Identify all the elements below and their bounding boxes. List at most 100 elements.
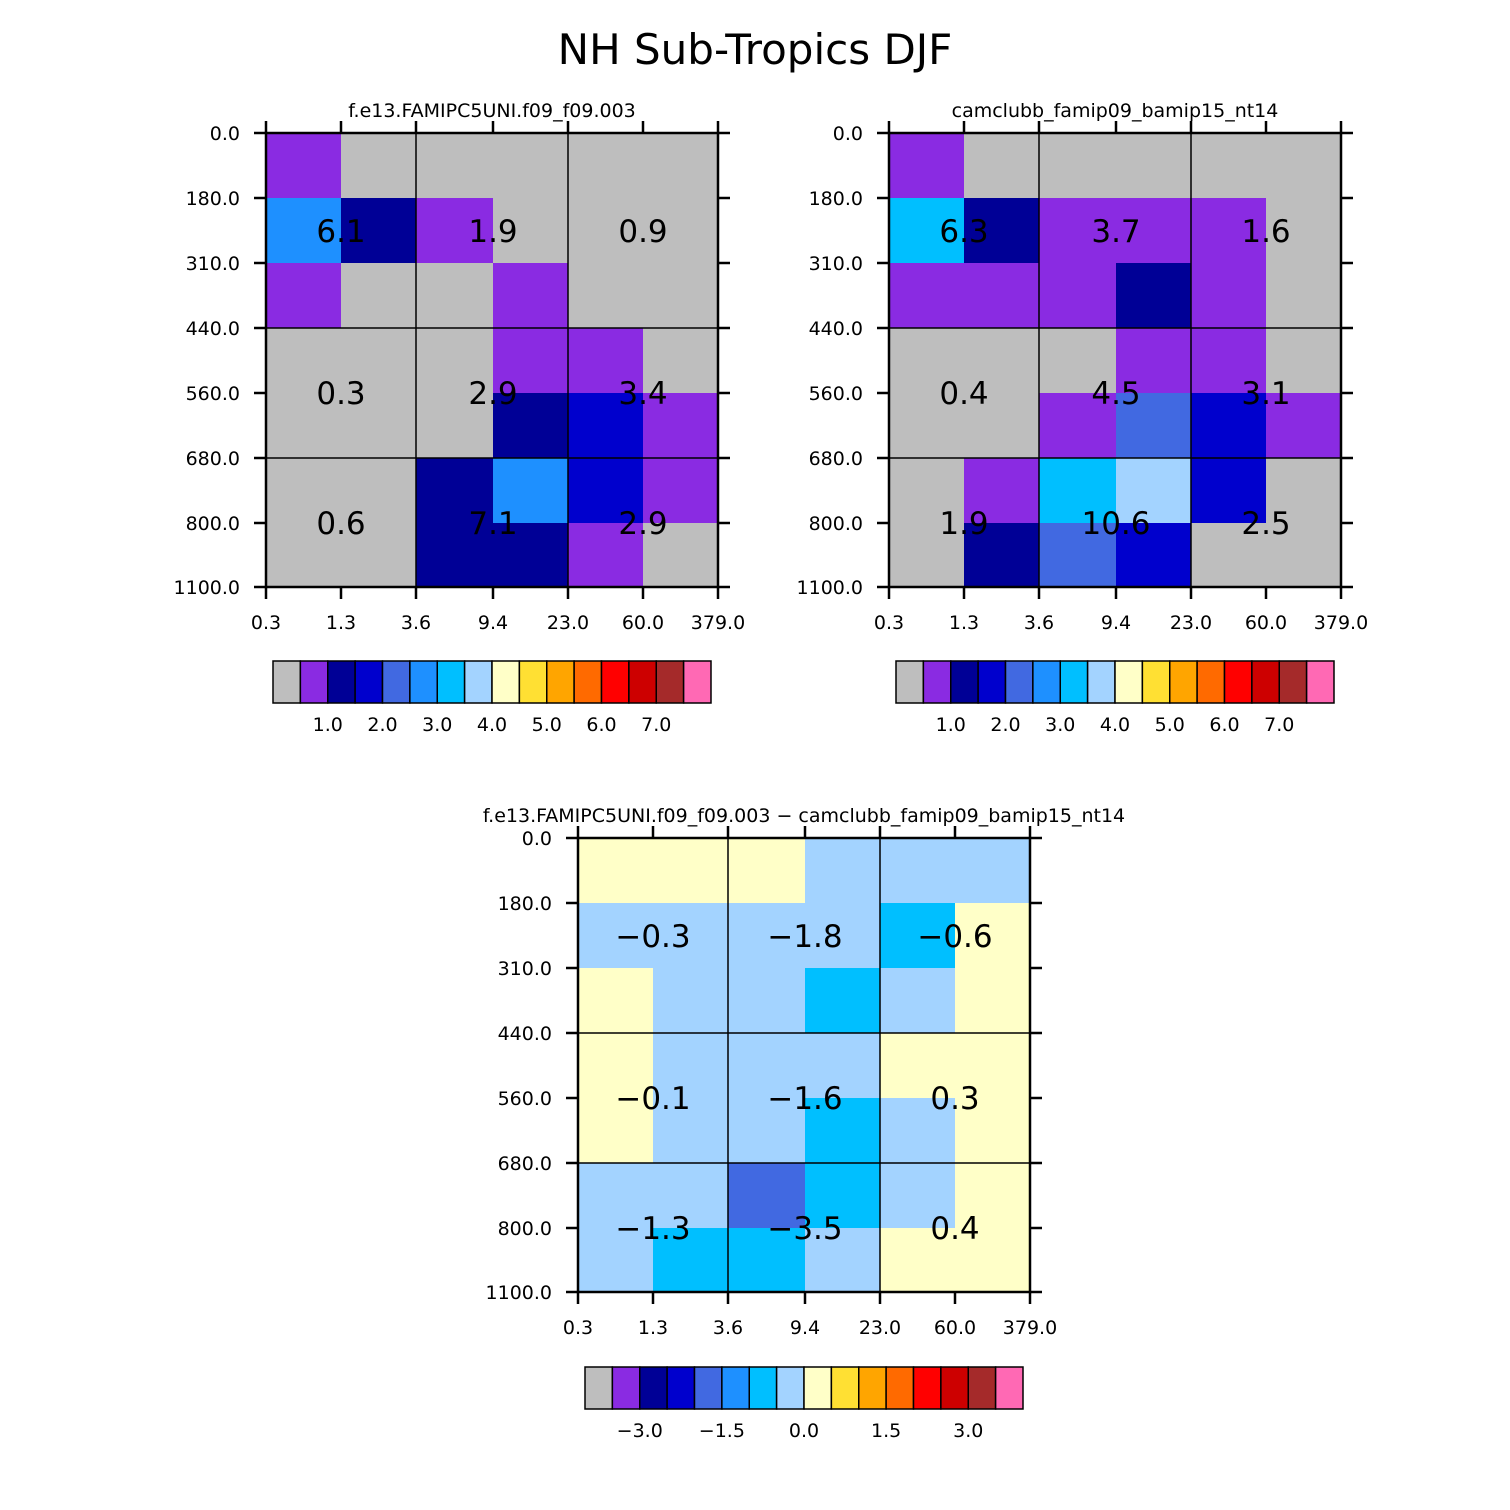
- data-label: −0.1: [615, 1081, 690, 1117]
- heatmap-cell: [416, 328, 494, 394]
- colorbar-box: [693, 1366, 723, 1410]
- colorbar-box: [1059, 660, 1089, 704]
- heatmap-cell: [643, 523, 719, 588]
- heatmap-cell: [416, 133, 494, 199]
- x-tick-label: 23.0: [547, 612, 589, 634]
- y-tick-label: 310.0: [498, 958, 552, 980]
- y-tick-label: 680.0: [498, 1153, 552, 1175]
- colorbar-box: [1196, 660, 1226, 704]
- colorbar-label: 2.0: [990, 714, 1020, 736]
- x-tick-label: 0.3: [874, 612, 904, 634]
- data-label: 0.4: [930, 1211, 979, 1247]
- colorbar-box: [1169, 660, 1198, 704]
- data-label: 2.9: [618, 506, 667, 542]
- heatmap-panel-3: f.e13.FAMIPC5UNI.f09_f09.003 − camclubb_…: [483, 805, 1125, 1442]
- heatmap-cell: [964, 328, 1040, 394]
- x-tick-label: 9.4: [1101, 612, 1131, 634]
- heatmap-cell: [1039, 198, 1117, 264]
- colorbar-box: [299, 660, 329, 704]
- data-label: 1.9: [939, 506, 988, 542]
- heatmap-cell: [266, 263, 342, 329]
- heatmap-cell: [1116, 133, 1192, 199]
- heatmap-cell: [416, 458, 494, 524]
- y-tick-label: 180.0: [186, 188, 240, 210]
- heatmap-cell: [955, 968, 1031, 1034]
- heatmap-cell: [341, 458, 417, 524]
- data-label: −3.5: [767, 1211, 842, 1247]
- colorbar-box: [1223, 660, 1253, 704]
- heatmap-cell: [1266, 393, 1342, 459]
- heatmap-cell: [1039, 133, 1117, 199]
- colorbar-label: 3.0: [422, 714, 452, 736]
- colorbar-label: 5.0: [532, 714, 562, 736]
- heatmap-cell: [568, 393, 644, 459]
- x-tick-label: 23.0: [1170, 612, 1212, 634]
- heatmap-cell: [805, 1163, 881, 1229]
- x-tick-label: 3.6: [713, 1317, 743, 1339]
- heatmap-cell: [1116, 263, 1192, 329]
- colorbar-box: [940, 1366, 969, 1410]
- colorbar-box: [1278, 660, 1308, 704]
- heatmap-cell: [955, 1228, 1031, 1293]
- x-tick-label: 9.4: [790, 1317, 820, 1339]
- x-tick-label: 60.0: [622, 612, 664, 634]
- heatmap-cell: [493, 523, 569, 588]
- colorbar-box: [600, 660, 630, 704]
- x-tick-label: 379.0: [1314, 612, 1368, 634]
- heatmap-cell: [728, 968, 806, 1034]
- colorbar-label: 4.0: [477, 714, 507, 736]
- heatmap-cell: [880, 968, 956, 1034]
- heatmap-cell: [493, 458, 569, 524]
- x-tick-label: 60.0: [934, 1317, 976, 1339]
- colorbar-box: [895, 660, 925, 704]
- heatmap-cell: [1039, 523, 1117, 588]
- heatmap-cell: [1266, 133, 1342, 199]
- heatmap-cell: [1191, 458, 1267, 524]
- colorbar-label: 6.0: [1209, 714, 1239, 736]
- heatmap-cell: [341, 523, 417, 588]
- colorbar-box: [922, 660, 952, 704]
- data-label: 6.1: [316, 214, 365, 250]
- y-tick-label: 180.0: [809, 188, 863, 210]
- x-tick-label: 1.3: [638, 1317, 668, 1339]
- heatmap-cell: [578, 1098, 654, 1164]
- colorbar-box: [518, 660, 548, 704]
- heatmap-cell: [805, 838, 881, 904]
- data-label: 3.7: [1091, 214, 1140, 250]
- heatmap-cell: [1116, 393, 1192, 459]
- x-tick-label: 1.3: [326, 612, 356, 634]
- heatmap-cell: [880, 838, 956, 904]
- heatmap-cell: [1266, 263, 1342, 329]
- heatmap-cell: [643, 458, 719, 524]
- x-tick-label: 0.3: [251, 612, 281, 634]
- colorbar-box: [803, 1366, 833, 1410]
- colorbar-label: 6.0: [586, 714, 616, 736]
- heatmap-cell: [1191, 328, 1267, 394]
- heatmap-cell: [341, 393, 417, 459]
- colorbar-box: [830, 1366, 860, 1410]
- heatmap-cell: [964, 263, 1040, 329]
- heatmap-cell: [416, 393, 494, 459]
- heatmap-cell: [266, 393, 342, 459]
- heatmap-cell: [880, 903, 956, 969]
- colorbar-label: 3.0: [953, 1420, 983, 1442]
- colorbar-box: [950, 660, 979, 704]
- colorbar-box: [354, 660, 384, 704]
- colorbar-box: [1114, 660, 1144, 704]
- heatmap-cell: [805, 1228, 881, 1293]
- heatmap-cell: [1191, 523, 1267, 588]
- y-tick-label: 0.0: [522, 828, 552, 850]
- heatmap-cell: [568, 458, 644, 524]
- heatmap-cell: [728, 1033, 806, 1099]
- heatmap-cell: [493, 198, 569, 264]
- heatmap-cell: [1266, 198, 1342, 264]
- heatmap-cell: [493, 263, 569, 329]
- heatmap-cell: [880, 1228, 956, 1293]
- colorbar-box: [666, 1366, 696, 1410]
- colorbar-box: [584, 1366, 614, 1410]
- heatmap-cell: [1266, 523, 1342, 588]
- heatmap-cell: [568, 523, 644, 588]
- colorbar-box: [1305, 660, 1335, 704]
- heatmap-cell: [341, 198, 417, 264]
- heatmap-cell: [493, 133, 569, 199]
